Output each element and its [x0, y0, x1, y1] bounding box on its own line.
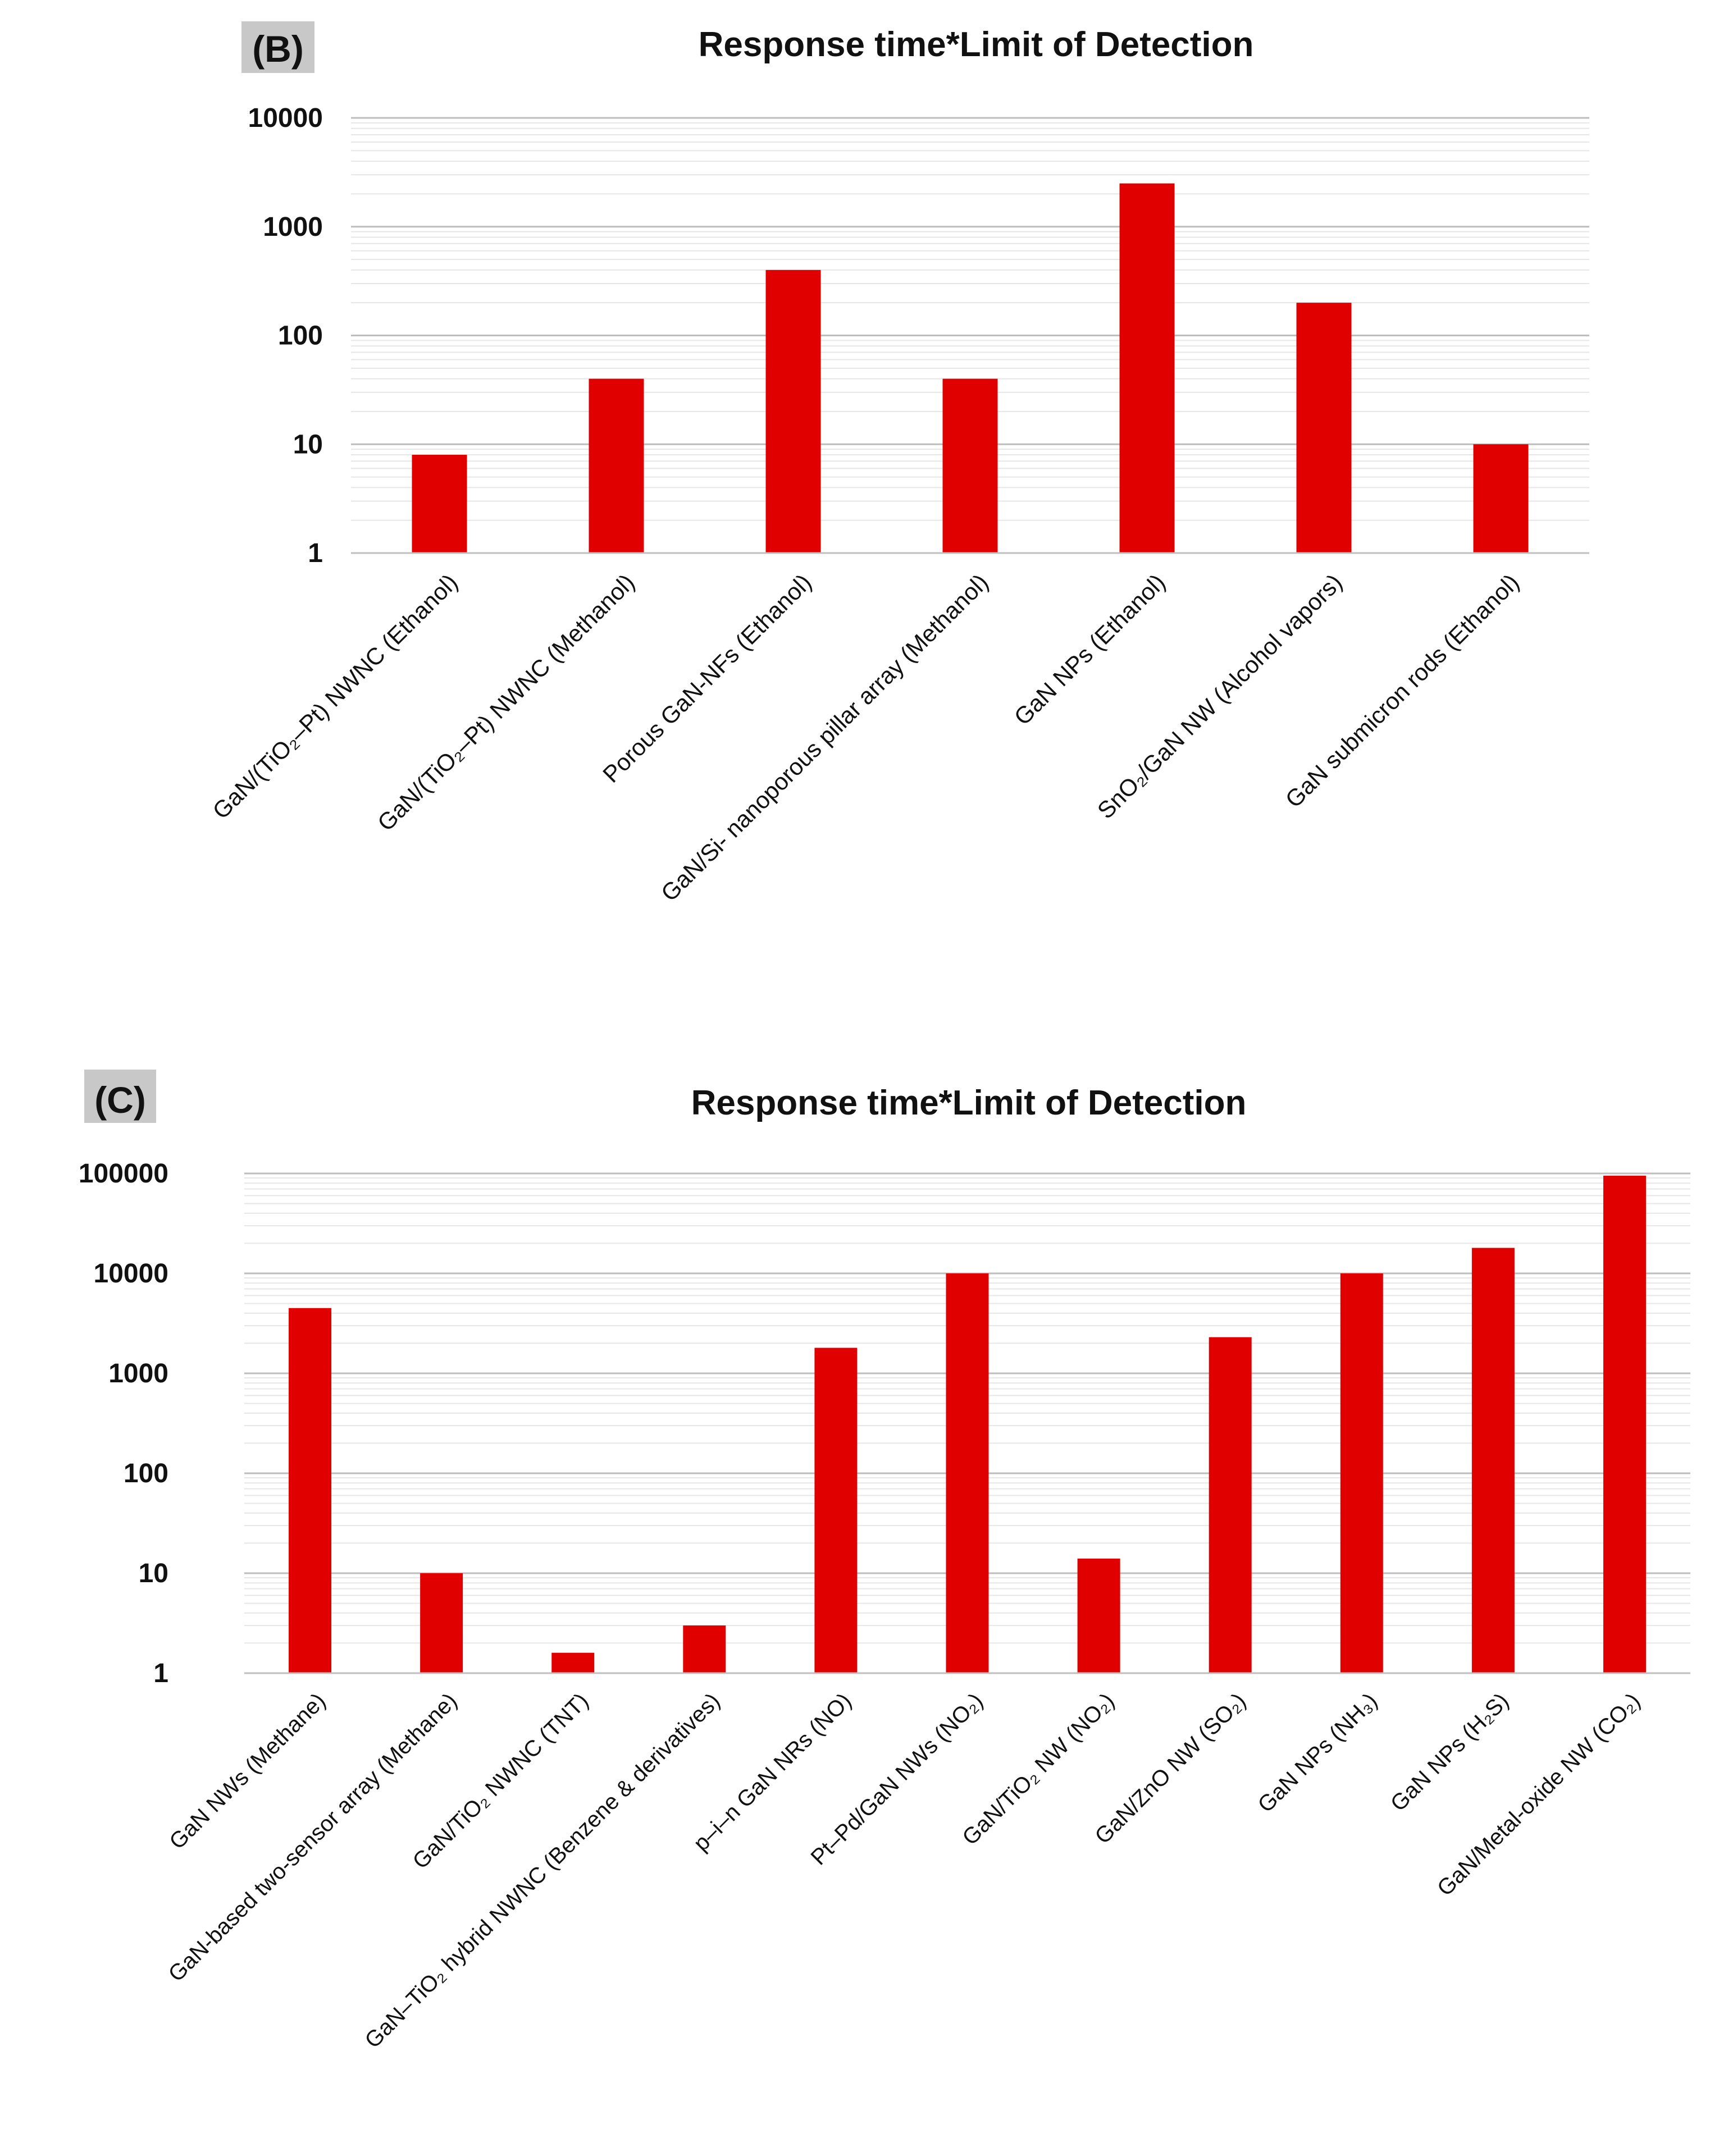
bar	[1209, 1337, 1252, 1673]
y-tick-label: 1	[153, 1659, 168, 1688]
panel-label: (B)	[252, 28, 304, 70]
bar	[412, 455, 467, 553]
panel-label-box	[84, 1070, 156, 1123]
bar	[1077, 1558, 1120, 1673]
x-category-label: GaN/TiO₂ NW (NO₂)	[958, 1688, 1119, 1850]
panel-label: (C)	[94, 1079, 146, 1121]
y-tick-label: 1	[308, 538, 323, 568]
bar	[942, 378, 998, 553]
y-tick-label: 100000	[79, 1159, 168, 1189]
chart-title: Response time*Limit of Detection	[699, 25, 1254, 64]
bar	[1603, 1175, 1646, 1673]
y-tick-label: 10	[293, 430, 323, 459]
y-tick-label: 10	[139, 1559, 168, 1588]
bar	[683, 1625, 726, 1673]
bar	[1296, 303, 1352, 553]
bar	[589, 378, 644, 553]
chart-panel-c: (C) Response time*Limit of Detection 1 10 10…	[79, 1070, 1690, 2053]
bar	[765, 270, 821, 553]
x-category-label: GaN NPs (Ethanol)	[1009, 569, 1170, 730]
chart-title: Response time*Limit of Detection	[691, 1084, 1247, 1122]
bar	[1119, 183, 1175, 553]
bar	[1473, 444, 1529, 553]
bar	[1471, 1248, 1515, 1673]
y-tick-label: 100	[278, 321, 323, 351]
y-tick-label: 1000	[263, 212, 323, 242]
bar	[1340, 1273, 1383, 1673]
x-category-label: GaN NPs (NH₃)	[1253, 1688, 1383, 1817]
bar	[289, 1308, 332, 1673]
y-tick-label: 1000	[108, 1359, 168, 1388]
y-tick-label: 100	[124, 1459, 168, 1488]
bar	[946, 1273, 989, 1673]
panel-label-box	[241, 21, 314, 73]
x-category-label: GaN-based two-sensor array (Methane)	[163, 1688, 462, 1986]
y-tick-label: 10000	[94, 1259, 168, 1289]
bar	[420, 1573, 463, 1673]
x-category-label: GaN/ZnO NW (SO₂)	[1090, 1688, 1251, 1849]
chart-panel-b: (B) Response time*Limit of Detection 1 10 10…	[207, 21, 1589, 906]
x-category-label: GaN/Si- nanoporous pillar array (Methano…	[656, 569, 993, 906]
x-category-label: Porous GaN-NFs (Ethanol)	[598, 569, 817, 788]
y-tick-label: 10000	[248, 103, 323, 133]
x-category-label: GaN NPs (H₂S)	[1386, 1688, 1514, 1816]
bar	[551, 1652, 595, 1673]
bar	[814, 1347, 858, 1673]
